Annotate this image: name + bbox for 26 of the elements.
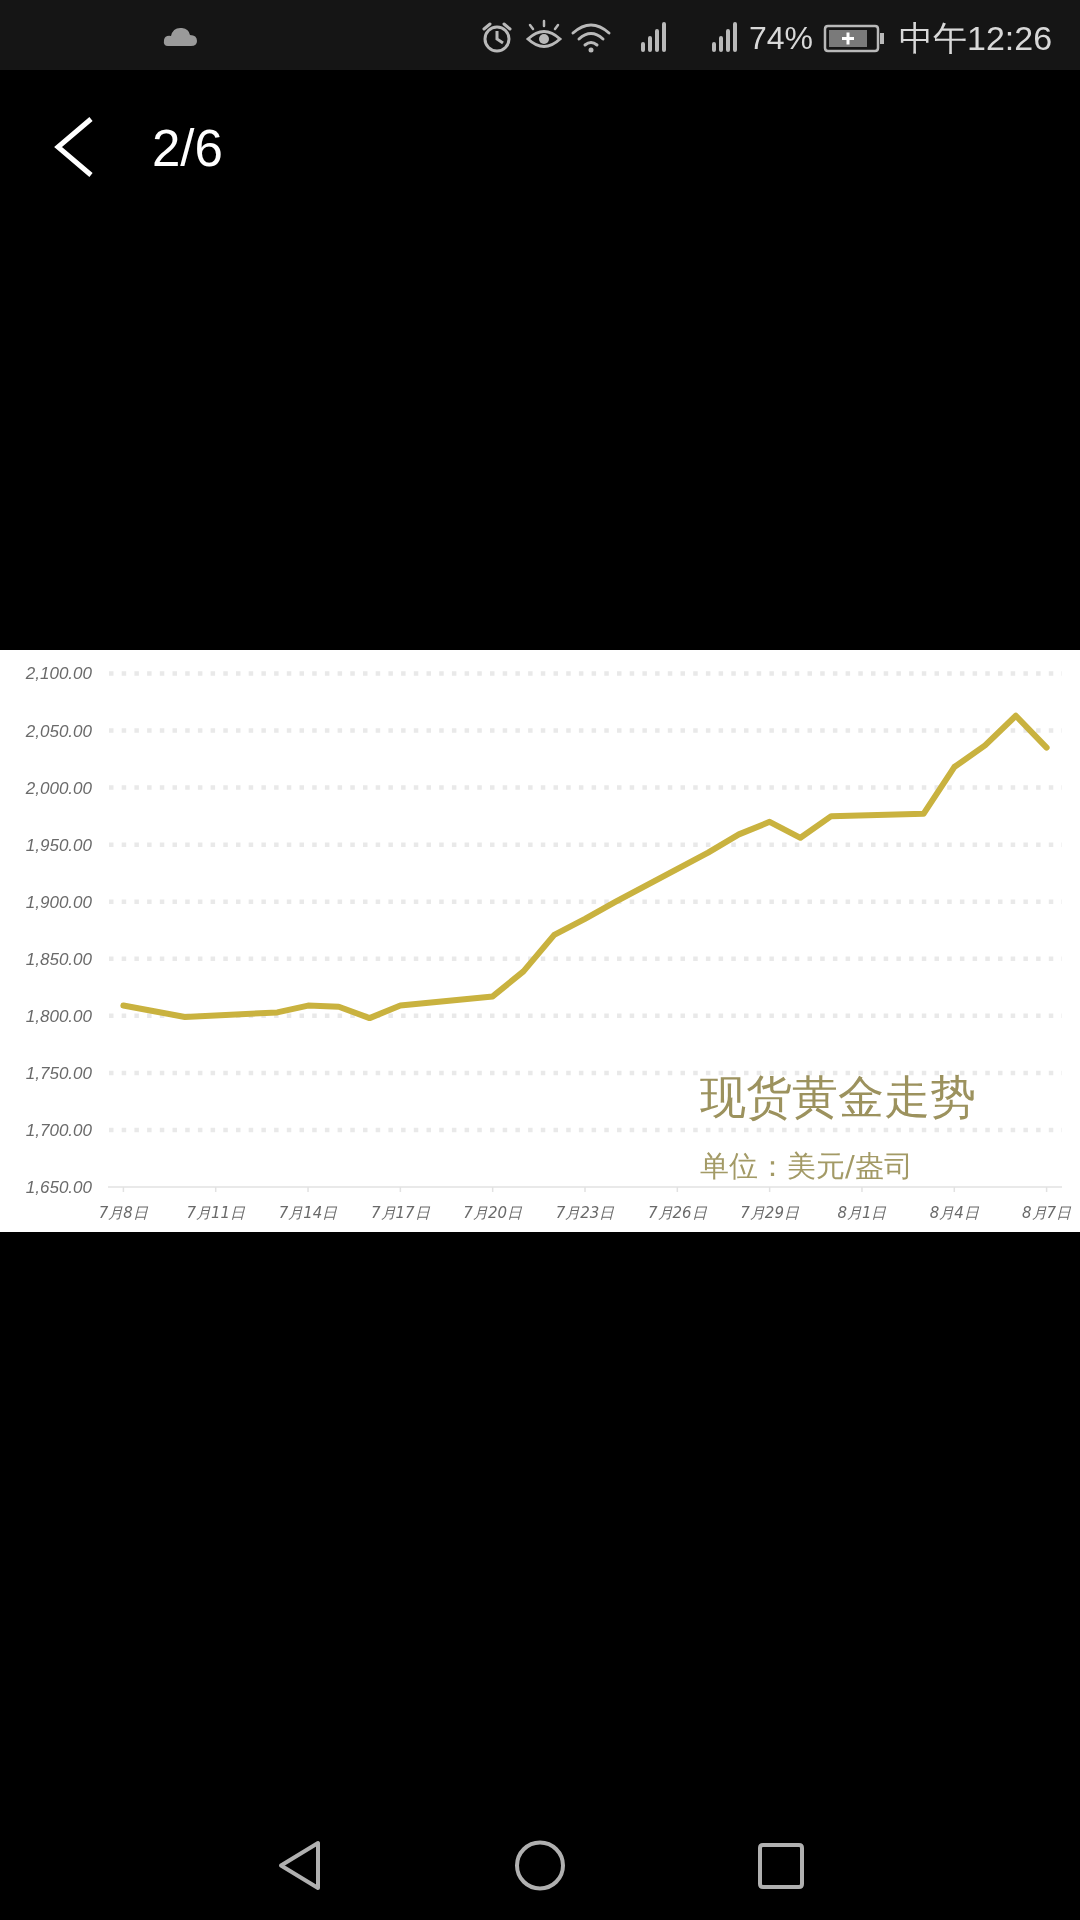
x-tick-label: 8月1日 (837, 1204, 888, 1222)
x-tick-label: 7月11日 (186, 1204, 247, 1222)
text: 现货黄金走势 (700, 1070, 976, 1124)
x-tick-label: 7月8日 (98, 1204, 149, 1222)
text: 74% (749, 20, 814, 56)
y-tick-label: 1,900.00 (25, 892, 93, 912)
y-tick-label: 2,050.00 (24, 721, 93, 741)
x-tick-label: 8月4日 (929, 1204, 980, 1222)
y-tick-label: 1,950.00 (25, 835, 93, 855)
x-tick-label: 7月17日 (371, 1204, 431, 1222)
y-tick-label: 1,800.00 (25, 1006, 93, 1026)
y-tick-label: 2,000.00 (24, 778, 93, 798)
y-tick-label: 1,650.00 (25, 1177, 93, 1197)
x-tick-label: 7月29日 (740, 1204, 800, 1222)
x-tick-label: 7月26日 (648, 1204, 708, 1222)
x-tick-label: 7月20日 (463, 1204, 523, 1222)
x-tick-label: 7月14日 (278, 1204, 339, 1222)
text: 中午12:26 (899, 19, 1053, 57)
text: 2/6 (152, 120, 223, 177)
y-tick-label: 1,700.00 (25, 1120, 93, 1140)
y-tick-label: 1,850.00 (25, 949, 93, 969)
y-tick-label: 1,750.00 (25, 1063, 93, 1083)
text: 单位：美元/盎司 (700, 1149, 913, 1183)
x-tick-label: 7月23日 (555, 1204, 616, 1222)
x-tick-label: 8月7日 (1022, 1204, 1073, 1222)
y-tick-label: 2,100.00 (24, 664, 93, 684)
